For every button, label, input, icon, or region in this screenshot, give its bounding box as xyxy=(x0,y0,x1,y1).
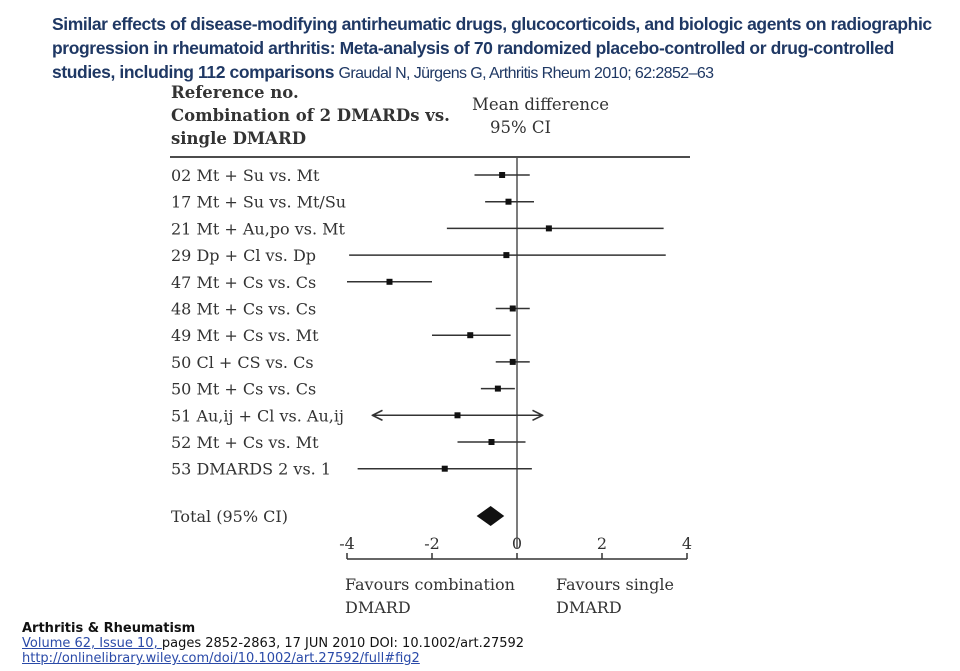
footer: Arthritis & Rheumatism Volume 62, Issue … xyxy=(22,621,524,666)
point-estimate xyxy=(545,225,552,232)
x-tick-label: -2 xyxy=(424,534,440,553)
forest-row: 51 Au,ij + Cl vs. Au,ij xyxy=(171,406,543,425)
row-label: 49 Mt + Cs vs. Mt xyxy=(171,326,319,345)
forest-row: 21 Mt + Au,po vs. Mt xyxy=(171,219,664,238)
column-header-right-line: Mean difference xyxy=(472,95,609,114)
volume-link[interactable]: Volume 62, Issue 10, xyxy=(22,636,162,651)
row-label: 02 Mt + Su vs. Mt xyxy=(171,166,320,185)
forest-row: 48 Mt + Cs vs. Cs xyxy=(171,300,530,319)
x-tick-label: 2 xyxy=(597,534,607,553)
favours-right-label: DMARD xyxy=(556,598,622,617)
point-estimate xyxy=(509,358,516,365)
total-label: Total (95% CI) xyxy=(171,507,288,526)
title-text: Similar effects of disease-modifying ant… xyxy=(52,14,932,82)
favours-left-label: DMARD xyxy=(345,598,411,617)
row-label: 50 Mt + Cs vs. Cs xyxy=(171,380,316,399)
total-row: Total (95% CI) xyxy=(171,506,505,526)
column-header-left-line: Reference no. xyxy=(171,83,299,102)
forest-row: 49 Mt + Cs vs. Mt xyxy=(171,326,511,345)
point-estimate xyxy=(467,332,474,339)
x-tick-label: 0 xyxy=(512,534,522,553)
point-estimate xyxy=(488,439,495,445)
point-estimate xyxy=(499,172,506,178)
citation-line: Volume 62, Issue 10, pages 2852-2863, 17… xyxy=(22,636,524,651)
point-estimate xyxy=(503,252,510,259)
forest-row: 02 Mt + Su vs. Mt xyxy=(171,166,530,185)
column-header-left-line: Combination of 2 DMARDs vs. xyxy=(171,106,450,125)
point-estimate xyxy=(494,385,501,392)
row-label: 17 Mt + Su vs. Mt/Su xyxy=(171,193,346,212)
citation: Graudal N, Jürgens G, Arthritis Rheum 20… xyxy=(338,65,715,82)
point-estimate xyxy=(441,465,448,472)
forest-row: 52 Mt + Cs vs. Mt xyxy=(171,433,526,452)
pages-doi: pages 2852-2863, 17 JUN 2010 DOI: 10.100… xyxy=(161,636,525,651)
row-label: 48 Mt + Cs vs. Cs xyxy=(171,300,316,319)
favours-right-label: Favours single xyxy=(556,575,674,594)
row-label: 53 DMARDS 2 vs. 1 xyxy=(171,460,331,479)
forest-row: 17 Mt + Su vs. Mt/Su xyxy=(171,193,534,212)
journal-name: Arthritis & Rheumatism xyxy=(22,621,196,636)
article-url-link[interactable]: http://onlinelibrary.wiley.com/doi/10.10… xyxy=(22,651,420,666)
forest-row: 50 Mt + Cs vs. Cs xyxy=(171,380,515,399)
column-header-left-line: single DMARD xyxy=(171,129,306,148)
point-estimate xyxy=(509,305,516,312)
row-label: 29 Dp + Cl vs. Dp xyxy=(171,246,316,265)
point-estimate xyxy=(386,278,393,285)
favours-left-label: Favours combination xyxy=(345,575,515,594)
slide-title: Similar effects of disease-modifying ant… xyxy=(52,12,932,86)
row-label: 51 Au,ij + Cl vs. Au,ij xyxy=(171,406,344,425)
x-tick-label: -4 xyxy=(339,534,355,553)
forest-row: 50 Cl + CS vs. Cs xyxy=(171,353,530,372)
column-header-right-line: 95% CI xyxy=(490,118,551,137)
row-label: 50 Cl + CS vs. Cs xyxy=(171,353,314,372)
forest-row: 47 Mt + Cs vs. Cs xyxy=(171,273,432,292)
row-label: 21 Mt + Au,po vs. Mt xyxy=(171,219,346,238)
x-tick-label: 4 xyxy=(682,534,692,553)
row-label: 52 Mt + Cs vs. Mt xyxy=(171,433,319,452)
point-estimate xyxy=(454,412,461,419)
row-label: 47 Mt + Cs vs. Cs xyxy=(171,273,316,292)
total-diamond xyxy=(476,506,505,526)
forest-row: 53 DMARDS 2 vs. 1 xyxy=(171,460,532,479)
forest-row: 29 Dp + Cl vs. Dp xyxy=(171,246,666,265)
point-estimate xyxy=(505,198,512,205)
